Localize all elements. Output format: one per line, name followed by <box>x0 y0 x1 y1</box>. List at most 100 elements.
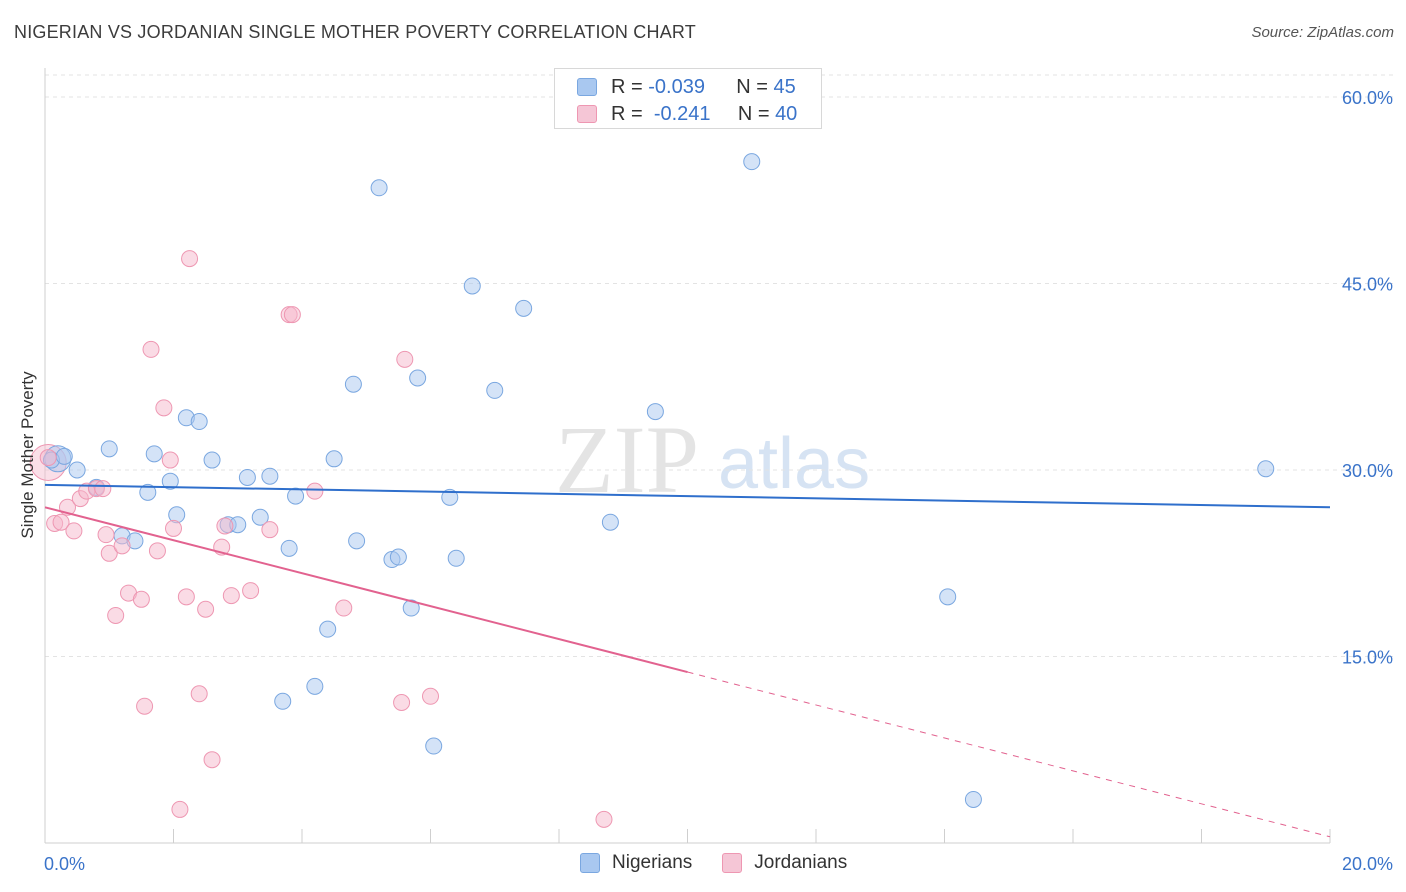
y-tick-label: 45.0% <box>1342 275 1393 295</box>
jordanian-point <box>148 542 166 560</box>
nigerian-point <box>370 179 388 197</box>
jordanian-point <box>39 449 57 467</box>
nigerian-point <box>463 277 481 295</box>
nigerian-point <box>306 677 324 695</box>
jordanians-legend-swatch <box>722 853 743 873</box>
jordanian-point <box>181 250 199 268</box>
nigerian-point <box>964 790 982 808</box>
y-tick-label: 15.0% <box>1342 648 1393 668</box>
jordanian-point <box>306 482 324 500</box>
n-label: N = <box>736 75 768 98</box>
nigerians-legend-swatch <box>580 853 600 873</box>
x-tick-label: 0.0% <box>44 854 85 874</box>
nigerian-point <box>601 513 619 531</box>
jordanian-point <box>216 517 234 535</box>
correlation-legend: R = -0.039 N = 45 R = -0.241 N = 40 <box>554 68 822 129</box>
source-label: Source: ZipAtlas.com <box>1251 24 1394 41</box>
jordanians-trend-line <box>44 506 688 674</box>
legend-item-jordanians: Jordanians <box>722 852 847 874</box>
jordanian-point <box>161 451 179 469</box>
jordanian-point <box>97 526 115 544</box>
jordanian-point <box>100 544 118 562</box>
nigerian-point <box>251 508 269 526</box>
nigerian-point <box>646 403 664 421</box>
jordanian-point <box>283 306 301 324</box>
jordanian-point <box>107 606 125 624</box>
nigerian-point <box>425 737 443 755</box>
legend-item-nigerians: Nigerians <box>580 852 692 874</box>
r-label: R = <box>611 75 643 98</box>
y-tick-label: 30.0% <box>1342 461 1393 481</box>
jordanians-trend-extension <box>687 671 1331 838</box>
jordanian-point <box>197 600 215 618</box>
nigerian-point <box>743 153 761 171</box>
nigerian-point <box>348 532 366 550</box>
jordanian-point <box>335 599 353 617</box>
jordanian-point <box>203 751 221 769</box>
jordanian-point <box>393 694 411 712</box>
legend-row-nigerians: R = -0.039 N = 45 <box>577 74 796 100</box>
nigerian-point <box>238 468 256 486</box>
jordanians-r-value: -0.241 <box>653 102 711 125</box>
jordanian-point <box>165 519 182 537</box>
nigerian-point <box>409 369 427 387</box>
r-label: R = <box>611 102 643 125</box>
nigerians-swatch <box>577 78 597 96</box>
nigerian-point <box>515 299 533 317</box>
jordanian-point <box>136 697 154 715</box>
y-axis-label: Single Mother Poverty <box>18 371 37 539</box>
watermark-atlas: atlas <box>718 424 870 504</box>
jordanian-point <box>242 582 260 600</box>
series-legend: Nigerians Jordanians <box>580 852 877 874</box>
jordanian-point <box>113 537 131 555</box>
nigerian-point <box>325 450 343 468</box>
nigerian-point <box>274 692 292 710</box>
jordanians-swatch <box>577 105 597 123</box>
jordanian-point <box>261 521 279 539</box>
nigerians-trend-line <box>44 483 1331 509</box>
nigerian-point <box>402 599 420 617</box>
jordanian-point <box>190 685 208 703</box>
nigerian-point <box>139 483 157 501</box>
nigerian-point <box>447 549 465 567</box>
nigerians-legend-label: Nigerians <box>612 852 693 873</box>
jordanians-n-value: 40 <box>775 102 798 125</box>
nigerian-point <box>68 461 86 479</box>
nigerian-point <box>55 447 73 465</box>
jordanian-point <box>177 588 195 606</box>
jordanian-point <box>171 800 189 818</box>
jordanian-point <box>52 513 70 531</box>
jordanian-point <box>65 522 83 540</box>
n-label: N = <box>737 102 770 125</box>
jordanian-point <box>94 480 112 498</box>
nigerians-n-value: 45 <box>773 75 796 98</box>
jordanian-point <box>155 399 173 417</box>
jordanian-point <box>222 587 240 605</box>
nigerians-r-value: -0.039 <box>648 75 705 98</box>
jordanian-point <box>396 350 414 368</box>
nigerian-point <box>280 539 298 557</box>
nigerian-point <box>261 467 279 485</box>
jordanian-point <box>142 340 160 358</box>
jordanians-legend-label: Jordanians <box>754 852 848 873</box>
nigerian-point <box>287 487 305 505</box>
nigerian-point <box>1257 460 1275 478</box>
nigerian-point <box>203 451 221 469</box>
jordanian-point <box>132 590 150 608</box>
nigerian-point <box>190 413 208 431</box>
nigerian-point <box>319 620 337 638</box>
jordanian-point <box>422 687 439 705</box>
nigerian-point <box>145 445 163 463</box>
nigerian-point <box>939 588 957 606</box>
legend-row-jordanians: R = -0.241 N = 40 <box>577 101 797 127</box>
y-tick-label: 60.0% <box>1342 88 1393 108</box>
watermark-zip: ZIP <box>555 406 699 513</box>
nigerian-point <box>344 375 362 393</box>
nigerian-point <box>441 488 459 506</box>
nigerian-point <box>161 472 179 490</box>
jordanian-point <box>595 810 613 828</box>
nigerian-point <box>486 381 504 399</box>
chart-title: NIGERIAN VS JORDANIAN SINGLE MOTHER POVE… <box>14 22 696 42</box>
x-tick-label: 20.0% <box>1342 854 1393 874</box>
